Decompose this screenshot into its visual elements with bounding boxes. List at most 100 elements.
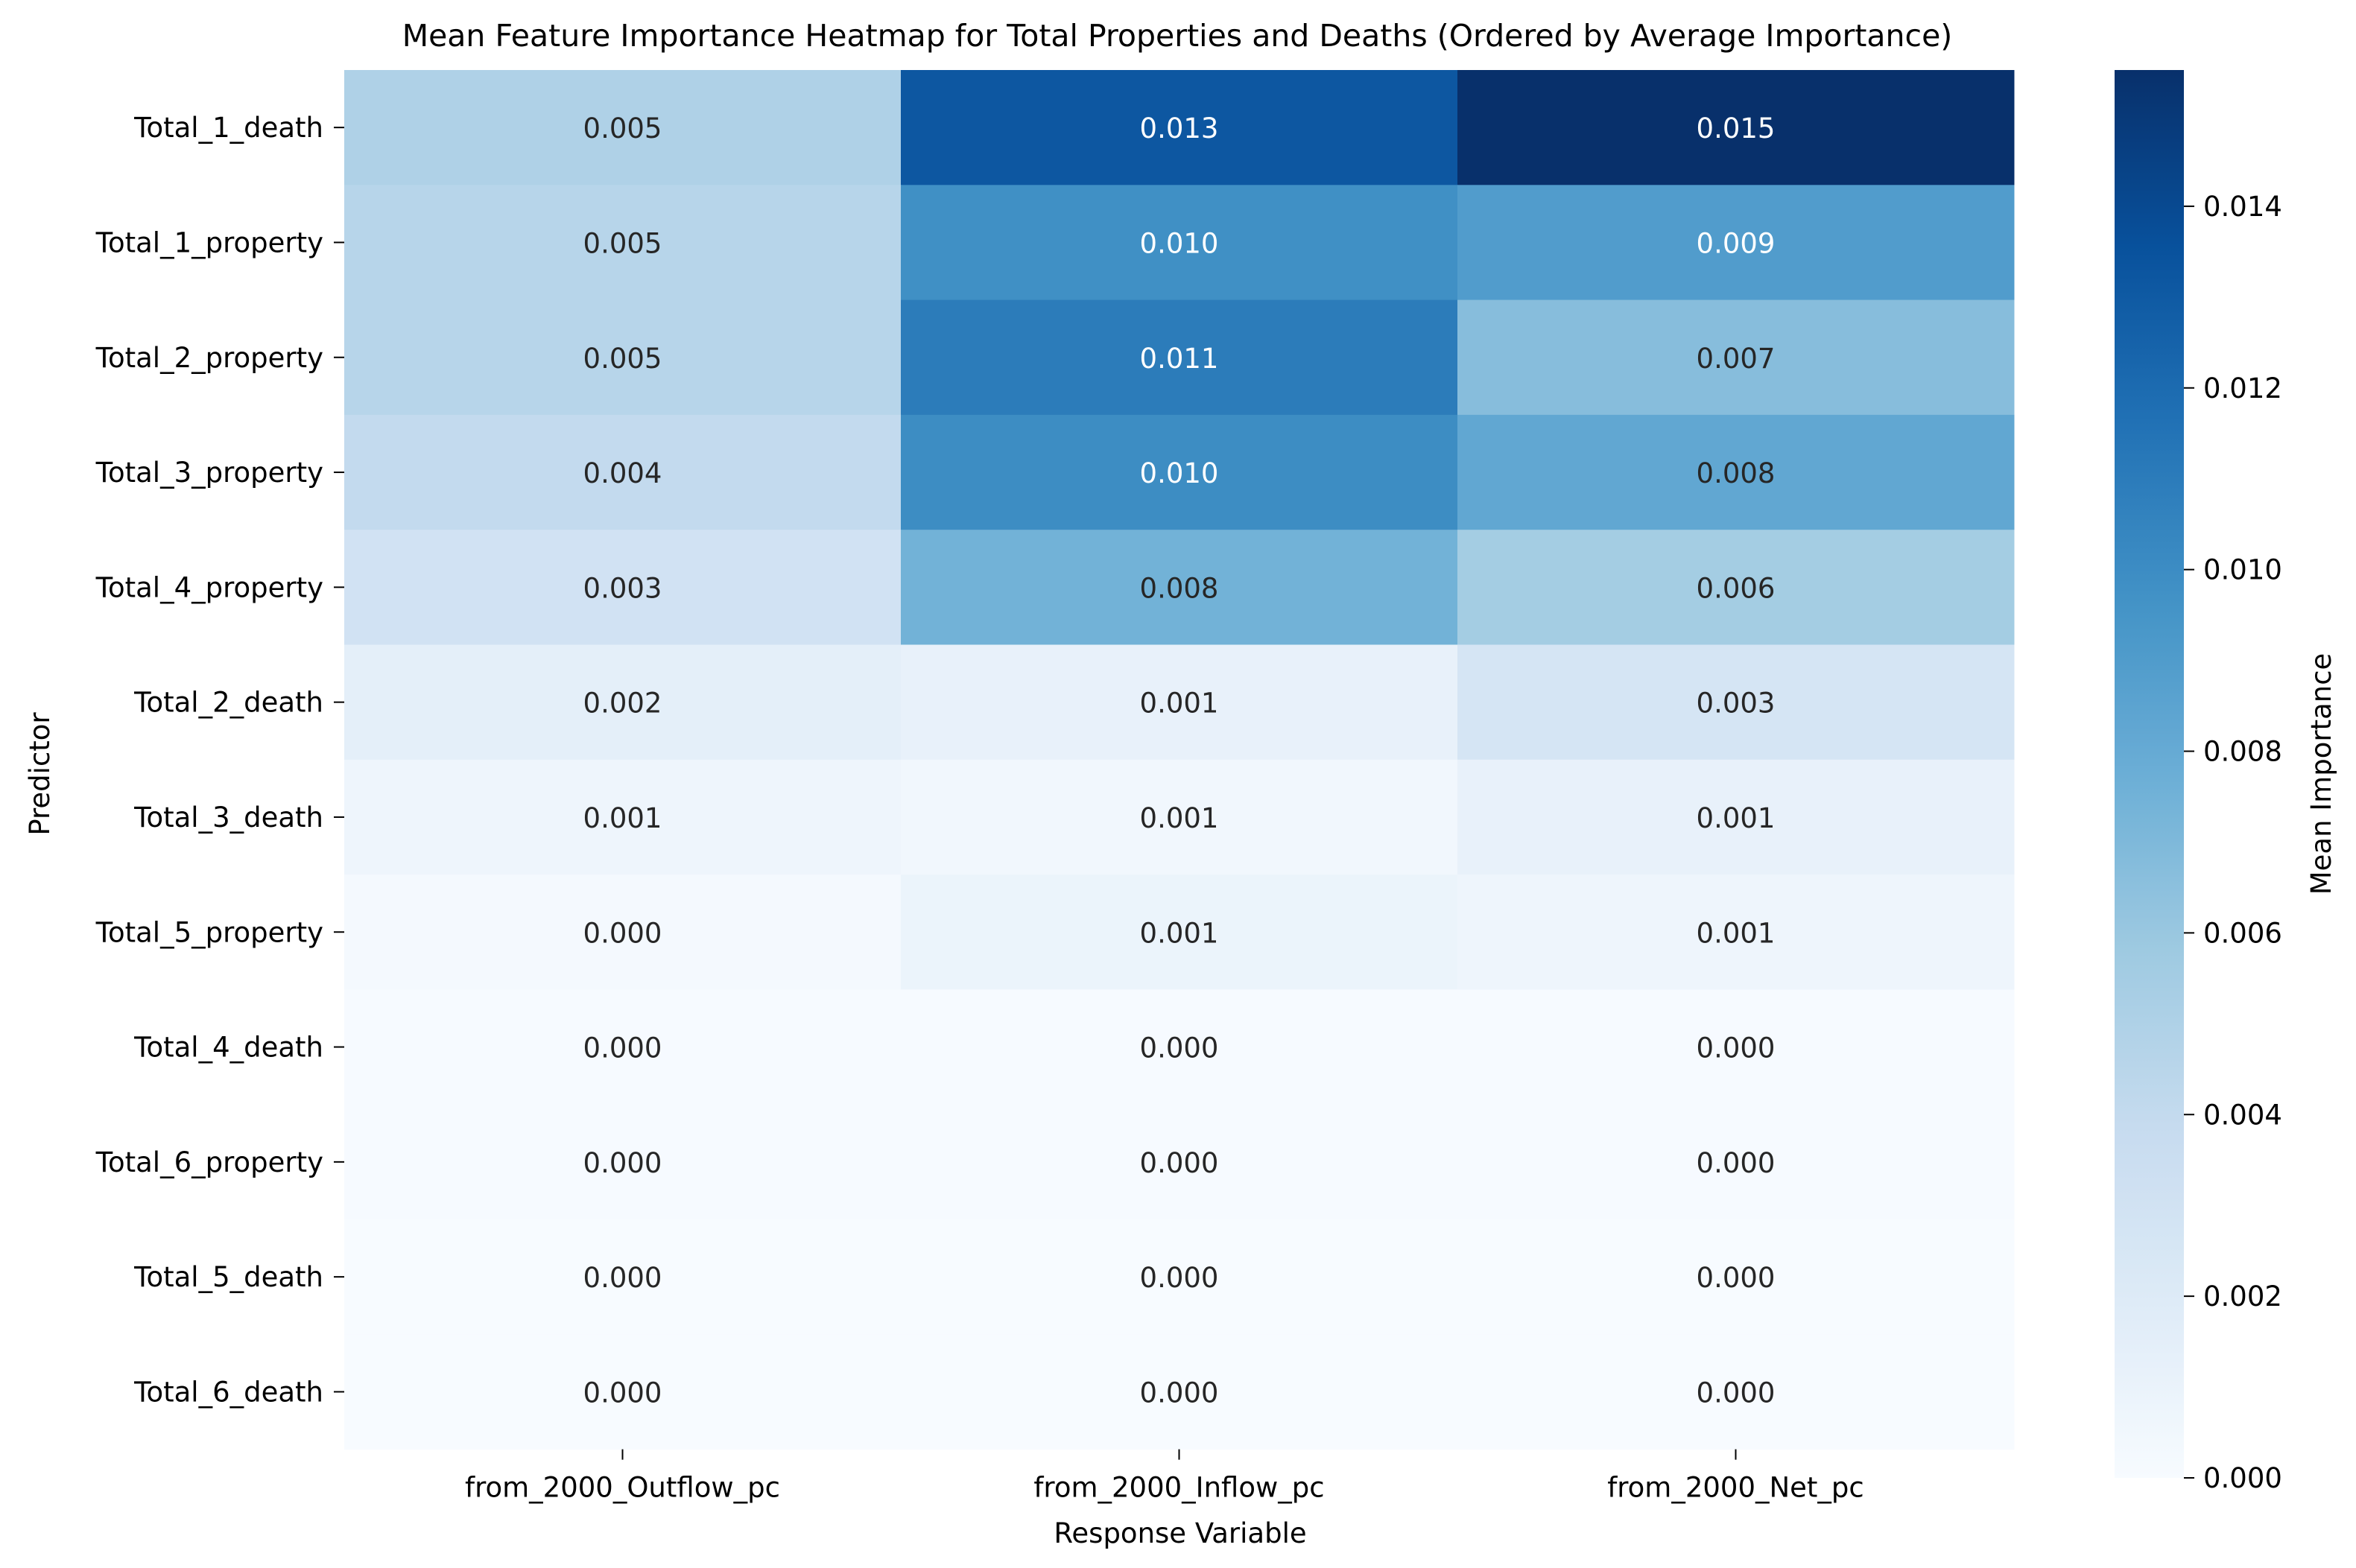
colorbar-label: Mean Importance [2305,653,2337,895]
heatmap-cell [901,1219,1458,1335]
heatmap-cell [901,875,1458,990]
cell-value-label: 0.001 [1140,688,1219,720]
y-tick-label: Total_3_death [133,802,323,834]
heatmap-cell [901,414,1458,530]
cell-value-label: 0.008 [1140,572,1219,604]
y-tick-label: Total_2_property [95,342,323,374]
heatmap-cell [901,299,1458,416]
colorbar-tick-label: 0.002 [2203,1280,2282,1313]
cell-value-label: 0.007 [1697,343,1776,375]
cell-value-label: 0.000 [1140,1032,1219,1064]
heatmap-cell [901,185,1458,301]
heatmap-cell [901,1104,1458,1220]
heatmap-cell [1457,644,2015,761]
heatmap-cell [901,989,1458,1105]
y-tick-label: Total_4_death [133,1032,323,1064]
y-tick-label: Total_5_death [133,1261,323,1293]
heatmap-cell [1457,414,2015,530]
heatmap-cell [344,875,902,990]
colorbar: 0.000 0.002 0.004 0.006 0.008 0.010 0.012 0.014… [2115,70,2337,1494]
cell-value-label: 0.001 [1140,802,1219,834]
cell-value-label: 0.000 [583,1262,662,1294]
cell-value-label: 0.011 [1140,343,1219,375]
heatmap-cells [344,70,2015,1450]
x-axis-label: Response Variable [1054,1517,1306,1549]
cell-value-label: 0.000 [1697,1377,1776,1409]
y-tick-label: Total_3_property [95,457,323,489]
heatmap-cell [344,185,902,301]
cell-value-label: 0.001 [1697,802,1776,834]
cell-value-label: 0.003 [583,572,662,604]
heatmap-cell [1457,759,2015,875]
x-axis: from_2000_Outflow_pc from_2000_Inflow_pc f… [465,1449,1864,1504]
cell-value-label: 0.000 [1140,1262,1219,1294]
heatmap-cell [344,1104,902,1220]
colorbar-tick-label: 0.010 [2203,554,2282,586]
cell-value-label: 0.000 [1697,1262,1776,1294]
heatmap-cell [344,759,902,875]
heatmap-cell [344,299,902,416]
heatmap-cell [1457,875,2015,990]
cell-value-label: 0.000 [1697,1147,1776,1179]
heatmap-cell [901,1334,1458,1450]
y-axis-label: Predictor [24,712,56,836]
y-tick-label: Total_4_property [95,571,323,603]
heatmap-cell [1457,1104,2015,1220]
cell-value-label: 0.000 [1697,1032,1776,1064]
heatmap-cell [344,644,902,761]
heatmap-cell [344,414,902,530]
cell-value-label: 0.010 [1140,457,1219,489]
heatmap-cell [1457,1219,2015,1335]
colorbar-tick-label: 0.014 [2203,191,2282,223]
cell-value-label: 0.000 [583,1032,662,1064]
cell-value-label: 0.001 [583,802,662,834]
heatmap-cell [344,530,902,645]
cell-value-label: 0.010 [1140,227,1219,259]
cell-value-label: 0.000 [583,917,662,949]
y-tick-label: Total_5_property [95,916,323,948]
x-tick-label: from_2000_Inflow_pc [1033,1472,1324,1504]
heatmap-cell [901,759,1458,875]
cell-value-label: 0.005 [583,227,662,259]
cell-value-label: 0.015 [1697,112,1776,145]
heatmap-cell [1457,989,2015,1105]
heatmap-cell [344,1219,902,1335]
colorbar-tick-label: 0.000 [2203,1462,2282,1494]
colorbar-tick-label: 0.008 [2203,736,2282,768]
cell-value-label: 0.002 [583,688,662,720]
x-tick-label: from_2000_Outflow_pc [465,1472,780,1504]
cell-value-label: 0.004 [583,457,662,489]
cell-value-label: 0.000 [1140,1377,1219,1409]
cell-value-label: 0.000 [583,1377,662,1409]
cell-value-label: 0.003 [1697,688,1776,720]
heatmap-cell [901,644,1458,761]
y-tick-label: Total_6_property [95,1146,323,1178]
colorbar-tick-label: 0.012 [2203,372,2282,404]
y-tick-label: Total_1_property [95,226,323,258]
heatmap-cell [1457,185,2015,301]
heatmap-cell [901,530,1458,645]
cell-value-label: 0.005 [583,112,662,145]
y-tick-label: Total_2_death [133,687,323,719]
cell-value-label: 0.000 [1140,1147,1219,1179]
cell-value-label: 0.008 [1697,457,1776,489]
colorbar-tick-label: 0.004 [2203,1099,2282,1131]
heatmap-cell [1457,530,2015,645]
cell-value-label: 0.013 [1140,112,1219,145]
y-axis: Total_1_death Total_1_property Total_2_pro… [95,112,344,1408]
cell-value-label: 0.006 [1697,572,1776,604]
heatmap-cell [344,989,902,1105]
colorbar-tick-label: 0.006 [2203,917,2282,949]
colorbar-gradient [2115,70,2184,1478]
heatmap-cell [901,70,1458,185]
cell-value-label: 0.001 [1140,917,1219,949]
heatmap-cell-labels: 0.005 0.013 0.015 0.005 0.010 0.009 0.005 0.011… [583,112,1776,1409]
cell-value-label: 0.000 [583,1147,662,1179]
colorbar-ticks: 0.000 0.002 0.004 0.006 0.008 0.010 0.012 0.014 [2184,191,2282,1494]
cell-value-label: 0.005 [583,343,662,375]
chart-title: Mean Feature Importance Heatmap for Tota… [402,18,1953,54]
heatmap-cell [1457,299,2015,416]
cell-value-label: 0.001 [1697,917,1776,949]
